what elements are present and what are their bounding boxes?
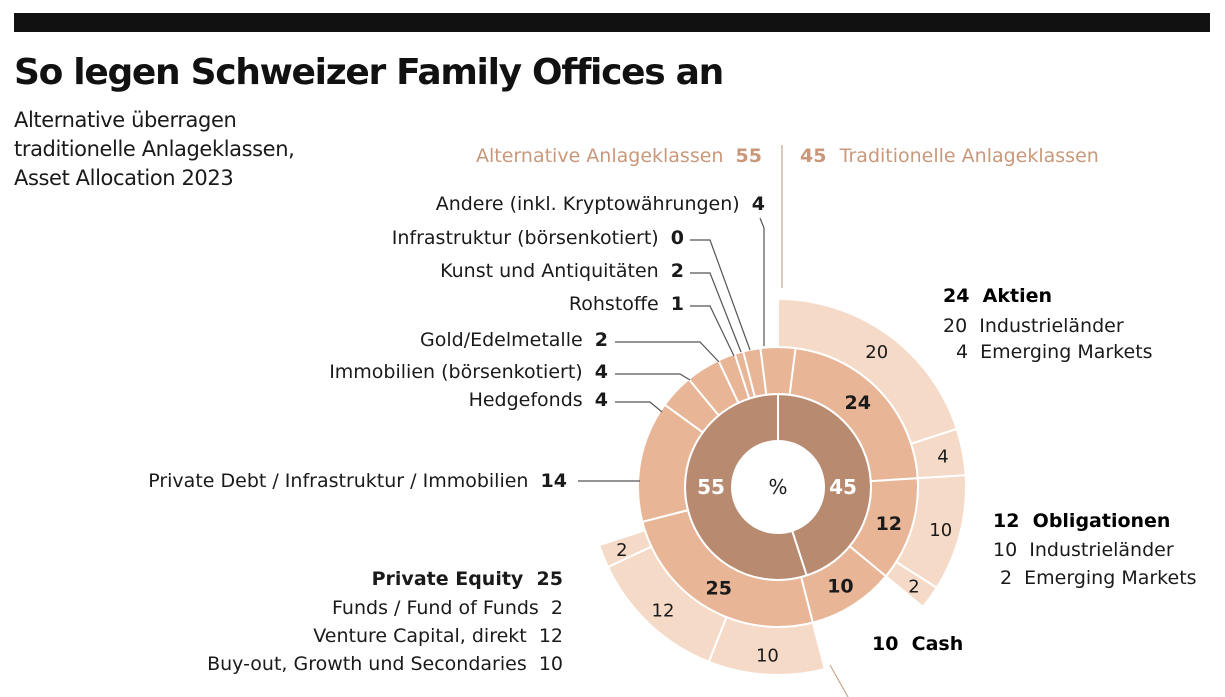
label-text: Kunst und Antiquitäten [440,260,671,282]
outer-value-label: 12 [652,600,675,621]
label-text: Hedgefonds [469,389,595,411]
top-bar [14,13,1210,32]
category-label: Gold/Edelmetalle 2 [420,329,608,351]
value-text: 45 [800,145,840,167]
value-text: 55 [736,145,762,167]
value-text: 4 [595,389,608,411]
category-label: Private Debt / Infrastruktur / Immobilie… [148,470,567,492]
outer-value-label: 2 [616,540,627,561]
category-label: Andere (inkl. Kryptowährungen) 4 [436,193,765,215]
value-text: 25 [537,568,563,590]
outer-value-label: 4 [937,447,948,468]
value-text: 2 [595,329,608,351]
middle-value-label: 24 [845,392,871,414]
value-text: 0 [671,227,684,249]
subtitle-line: traditionelle Anlageklassen, [14,137,295,161]
value-text: 4 [752,193,765,215]
leader-line [615,373,691,381]
outer-value-label: 20 [865,342,888,363]
value-text: 10 [539,653,563,675]
center-label: % [768,475,787,499]
inner-value-label: 45 [829,475,857,499]
middle-value-label: 12 [876,513,902,535]
leader-line [690,305,735,357]
page-subtitle: Alternative überragen traditionelle Anla… [14,106,295,193]
leader-line [759,217,765,346]
outer-ring-segment [884,560,939,609]
breakdown-label: 10 Industrieländer [993,539,1174,561]
group-header-alternative: Alternative Anlageklassen 55 [476,145,762,167]
outer-value-label: 2 [908,577,919,598]
category-label: Infrastruktur (börsenkotiert) 0 [392,227,684,249]
category-header-cash: 10 Cash [872,633,963,655]
middle-value-label: 10 [827,575,853,597]
category-label: Rohstoffe 1 [569,293,684,315]
breakdown-label: 4 Emerging Markets [956,341,1153,363]
label-text: Andere (inkl. Kryptowährungen) [436,193,752,215]
label-text: Rohstoffe [569,293,671,315]
value-text: 2 [551,597,563,619]
category-label: Immobilien (börsenkotiert) 4 [329,361,608,383]
category-header-private-equity: Private Equity 25 [372,568,563,590]
leader-line [690,272,742,353]
category-header-obligationen: 12 Obligationen [993,510,1170,532]
inner-value-label: 55 [697,475,725,499]
category-header-aktien: 24 Aktien [943,285,1052,307]
label-text: Venture Capital, direkt [313,625,539,647]
leader-line [690,239,751,351]
breakdown-label: Funds / Fund of Funds 2 [332,597,563,619]
middle-value-label: 25 [705,577,731,599]
category-label: Hedgefonds 4 [469,389,608,411]
leader-line [615,401,663,413]
page-title: So legen Schweizer Family Offices an [14,52,724,93]
breakdown-label: Venture Capital, direkt 12 [313,625,563,647]
value-text: 4 [595,361,608,383]
label-text: Buy-out, Growth und Secondaries [207,653,539,675]
label-text: Private Debt / Infrastruktur / Immobilie… [148,470,540,492]
subtitle-line: Alternative überragen [14,108,237,132]
category-label: Kunst und Antiquitäten 2 [440,260,684,282]
label-text: Immobilien (börsenkotiert) [329,361,595,383]
breakdown-label: Buy-out, Growth und Secondaries 10 [207,653,563,675]
value-text: 12 [539,625,563,647]
outer-value-label: 10 [756,646,779,667]
value-text: 2 [671,260,684,282]
value-text: 14 [541,470,567,492]
outer-ring-segment [597,529,653,569]
label-text: Alternative Anlageklassen [476,145,736,167]
label-text: Private Equity [372,568,537,590]
group-header-traditional: 45 Traditionelle Anlageklassen [800,145,1099,167]
label-text: Funds / Fund of Funds [332,597,551,619]
value-text: 1 [671,293,684,315]
label-text: Infrastruktur (börsenkotiert) [392,227,671,249]
middle-ring-segment [759,346,797,396]
outer-value-label: 10 [929,520,952,541]
label-text: Traditionelle Anlageklassen [839,145,1099,167]
subtitle-line: Asset Allocation 2023 [14,166,234,190]
label-text: Gold/Edelmetalle [420,329,595,351]
group-divider-line [829,664,849,697]
leader-line [615,341,720,363]
breakdown-label: 20 Industrieländer [943,315,1124,337]
breakdown-label: 2 Emerging Markets [1000,567,1197,589]
